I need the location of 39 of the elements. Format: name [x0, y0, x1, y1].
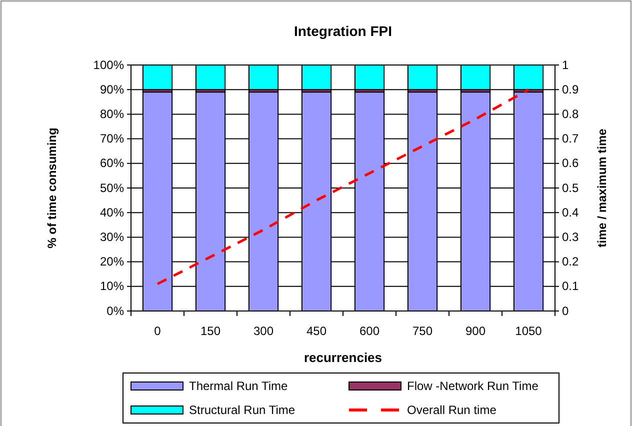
- x-tick-label: 0: [154, 324, 162, 338]
- y-tick-label: 40%: [100, 205, 124, 220]
- y2-tick-label: 0.6: [562, 156, 580, 170]
- x-axis-title: recurrencies: [304, 350, 382, 365]
- y-tick-label: 70%: [100, 132, 124, 146]
- y2-tick-label: 0.4: [562, 205, 580, 220]
- y-tick-label: 90%: [100, 82, 124, 96]
- y2-tick-label: 0.2: [562, 254, 580, 269]
- legend-label: Overall Run time: [407, 403, 497, 417]
- y-tick-label: 50%: [100, 180, 124, 195]
- x-tick-label: 300: [253, 324, 274, 338]
- y2-tick-label: 0: [562, 304, 569, 318]
- x-tick-label: 900: [465, 324, 486, 338]
- y-tick-label: 60%: [100, 156, 124, 170]
- y-tick-label: 100%: [93, 58, 124, 72]
- y2-tick-label: 0.5: [562, 180, 580, 195]
- x-tick-label: 450: [306, 324, 327, 338]
- x-tick-label: 750: [412, 324, 433, 338]
- x-tick-label: 150: [200, 324, 221, 338]
- y2-tick-label: 0.8: [562, 107, 580, 122]
- y-tick-label: 0%: [106, 304, 124, 318]
- y-tick-label: 30%: [100, 230, 124, 244]
- x-tick-label: 600: [359, 324, 380, 338]
- chart-title: Integration FPI: [294, 23, 392, 39]
- x-tick-label: 1050: [515, 324, 542, 338]
- y-tick-label: 80%: [100, 107, 124, 122]
- y2-tick-label: 0.7: [562, 132, 580, 146]
- y2-tick-label: 0.3: [562, 230, 580, 244]
- legend-label: Flow -Network Run Time: [407, 379, 539, 393]
- y-tick-label: 10%: [100, 279, 124, 294]
- legend-label: Structural Run Time: [189, 403, 296, 417]
- y2-tick-label: 1: [562, 58, 569, 72]
- legend-label: Thermal Run Time: [189, 379, 288, 393]
- line-series: [156, 88, 530, 286]
- y2-tick-label: 0.9: [562, 82, 580, 96]
- y-tick-label: 20%: [100, 254, 124, 269]
- y2-axis-title: time / maximum time: [595, 128, 609, 248]
- y-axis-title: % of time consuming: [45, 128, 59, 248]
- y2-tick-label: 0.1: [562, 279, 580, 294]
